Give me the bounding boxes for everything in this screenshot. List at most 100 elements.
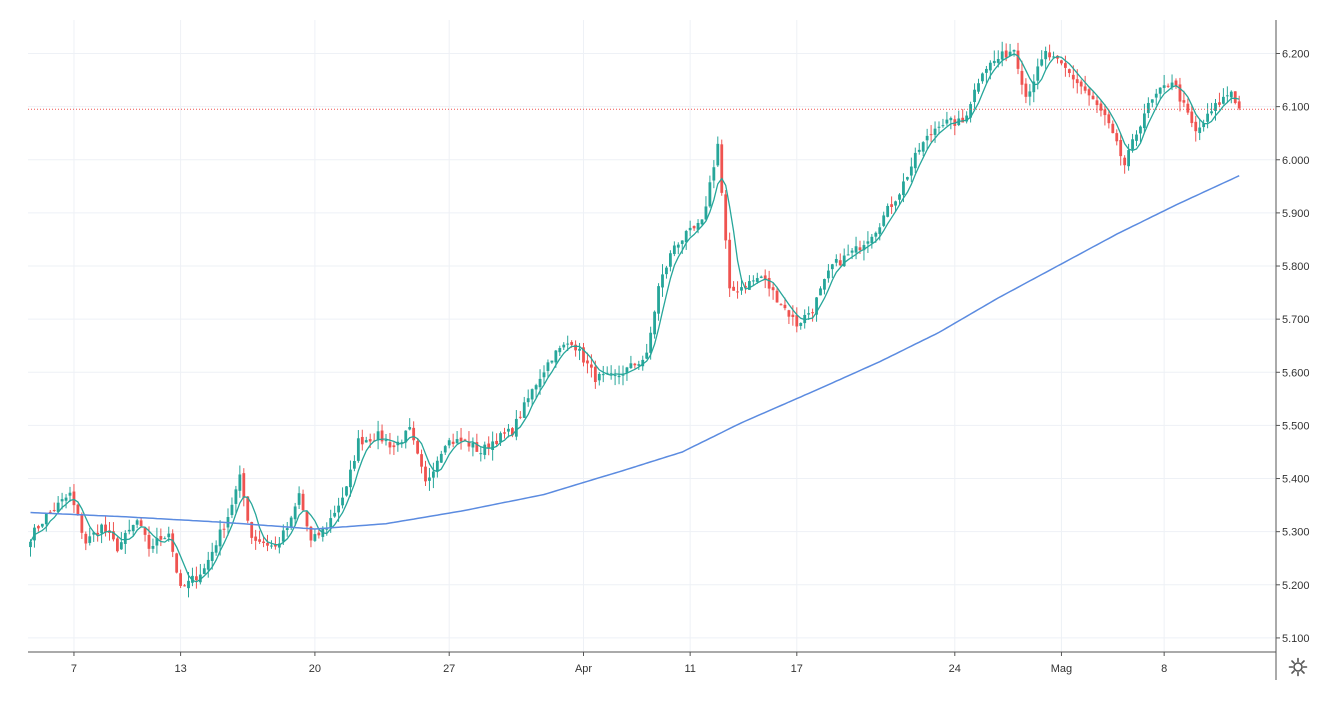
candle-body bbox=[542, 372, 546, 378]
y-tick-label: 6.100 bbox=[1282, 102, 1310, 114]
candle-body bbox=[266, 542, 269, 546]
candle-body bbox=[483, 444, 487, 455]
candle-body bbox=[902, 181, 905, 196]
candle-body bbox=[1064, 63, 1067, 68]
candle-body bbox=[1214, 103, 1217, 111]
candle-body bbox=[123, 532, 127, 544]
candle-body bbox=[1127, 150, 1130, 167]
candle-body bbox=[913, 152, 917, 169]
candle-body bbox=[1040, 59, 1044, 66]
candle-body bbox=[1032, 81, 1036, 93]
y-tick-label: 5.800 bbox=[1282, 261, 1310, 273]
candle-body bbox=[787, 310, 791, 317]
candle-body bbox=[1233, 91, 1237, 103]
candle-body bbox=[728, 239, 732, 289]
candle-body bbox=[345, 486, 348, 496]
candle-body bbox=[807, 313, 811, 315]
candle-body bbox=[1087, 89, 1091, 96]
candle-body bbox=[416, 441, 419, 454]
candle-body bbox=[507, 428, 510, 432]
candle-body bbox=[700, 219, 704, 225]
candle-body bbox=[669, 253, 672, 267]
candle-body bbox=[759, 276, 763, 278]
candle-body bbox=[684, 231, 688, 243]
candle-body bbox=[309, 526, 313, 541]
candle-body bbox=[771, 287, 775, 291]
candle-body bbox=[404, 430, 408, 443]
candle-body bbox=[293, 506, 297, 520]
candle-body bbox=[961, 117, 965, 123]
candle-body bbox=[1024, 83, 1028, 97]
candle-body bbox=[56, 502, 60, 512]
candle-body bbox=[1178, 84, 1182, 102]
candle-body bbox=[333, 512, 337, 517]
candle-body bbox=[767, 277, 771, 289]
candle-body bbox=[732, 286, 735, 291]
candle-body bbox=[791, 314, 795, 318]
candle-body bbox=[937, 126, 941, 128]
candle-body bbox=[514, 418, 518, 437]
candle-body bbox=[37, 526, 40, 529]
candle-body bbox=[992, 60, 996, 64]
candle-body bbox=[202, 568, 206, 574]
x-tick-label: 8 bbox=[1161, 663, 1167, 675]
candle-body bbox=[1174, 80, 1178, 87]
candle-body bbox=[447, 440, 451, 446]
candle-body bbox=[1143, 113, 1146, 129]
ma-long-line bbox=[30, 175, 1240, 530]
y-tick-label: 5.400 bbox=[1282, 474, 1310, 486]
candle-body bbox=[246, 496, 250, 521]
candle-body bbox=[435, 460, 439, 471]
candle-body bbox=[262, 541, 265, 544]
candle-body bbox=[1202, 123, 1206, 128]
candle-body bbox=[830, 264, 834, 270]
candle-body bbox=[317, 532, 321, 536]
candle-body bbox=[1095, 100, 1099, 106]
candle-body bbox=[1060, 60, 1063, 64]
candle-body bbox=[898, 194, 901, 200]
candle-body bbox=[198, 574, 202, 583]
candle-body bbox=[487, 443, 491, 449]
candle-body bbox=[1190, 111, 1194, 124]
candle-body bbox=[289, 517, 293, 528]
candle-body bbox=[84, 533, 88, 544]
candle-body bbox=[341, 497, 344, 506]
candle-body bbox=[827, 270, 830, 279]
candle-body bbox=[696, 222, 700, 230]
candle-body bbox=[870, 236, 874, 244]
x-tick-label: Mag bbox=[1051, 663, 1072, 675]
candle-body bbox=[337, 505, 340, 513]
candle-body bbox=[846, 254, 850, 256]
candle-body bbox=[597, 373, 601, 381]
candle-body bbox=[1083, 86, 1087, 91]
y-tick-label: 5.200 bbox=[1282, 580, 1310, 592]
candle-body bbox=[1020, 70, 1024, 85]
candle-body bbox=[566, 343, 570, 345]
candle-body bbox=[657, 286, 660, 314]
candle-body bbox=[590, 364, 593, 368]
candle-body bbox=[143, 527, 147, 535]
candle-body bbox=[755, 278, 759, 282]
candle-body bbox=[949, 118, 953, 121]
candle-body bbox=[562, 344, 566, 348]
candle-body bbox=[692, 226, 696, 229]
x-tick-label: 7 bbox=[71, 663, 77, 675]
settings-button[interactable] bbox=[1288, 657, 1308, 677]
candle-body bbox=[29, 541, 32, 548]
candle-body bbox=[1067, 69, 1071, 73]
candle-body bbox=[1103, 109, 1107, 116]
candle-body bbox=[329, 518, 333, 528]
candle-body bbox=[1154, 93, 1158, 98]
candle-body bbox=[408, 427, 412, 430]
candle-body bbox=[230, 504, 234, 516]
candle-body bbox=[921, 142, 925, 152]
candle-body bbox=[716, 143, 720, 166]
candle-body bbox=[1194, 121, 1198, 132]
candle-body bbox=[380, 430, 384, 442]
candle-body bbox=[712, 167, 716, 181]
candle-body bbox=[574, 344, 577, 351]
candle-body bbox=[100, 524, 103, 534]
candle-body bbox=[163, 538, 167, 540]
candle-body bbox=[135, 520, 139, 525]
